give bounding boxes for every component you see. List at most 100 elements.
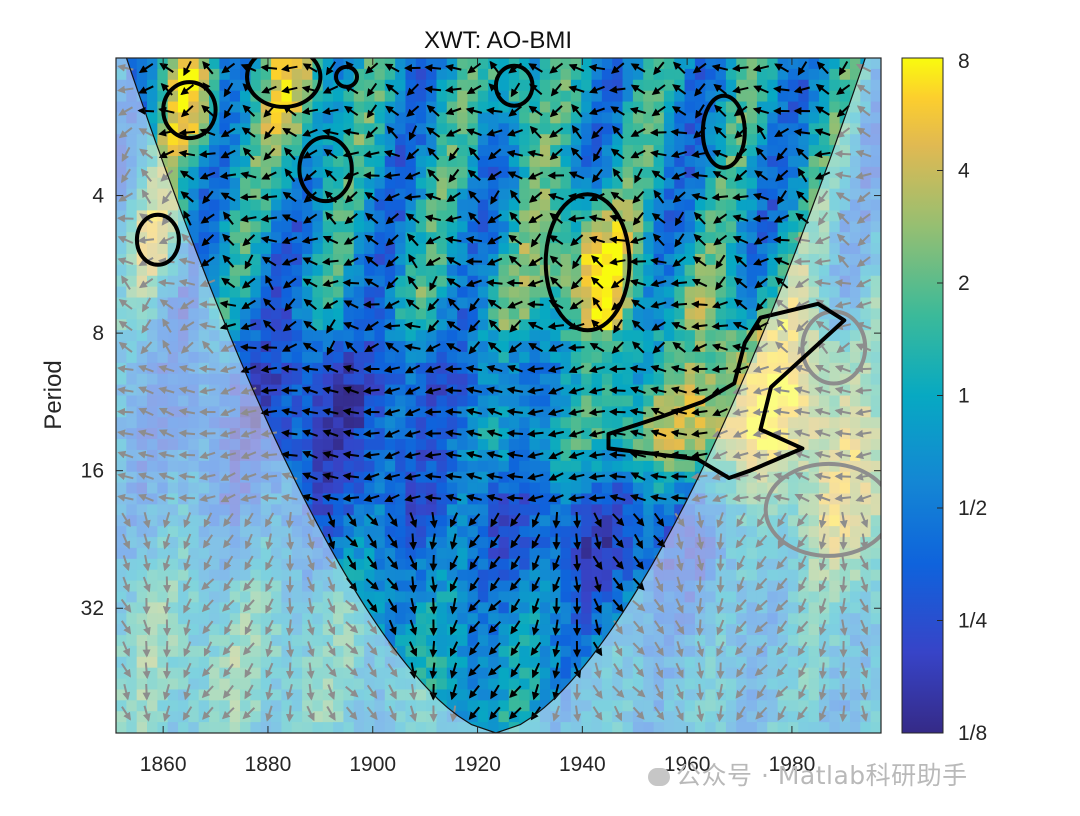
phase-arrow xyxy=(691,494,708,503)
heatmap-cell xyxy=(632,591,644,603)
heatmap-cell xyxy=(715,460,727,473)
heatmap-cell xyxy=(353,439,365,451)
heatmap-cell xyxy=(601,232,613,244)
heatmap-cell xyxy=(684,286,696,299)
heatmap-cell xyxy=(271,537,283,549)
phase-arrow xyxy=(201,685,214,699)
heatmap-cell xyxy=(560,406,572,418)
heatmap-cell xyxy=(384,286,396,299)
heatmap-cell xyxy=(581,286,593,299)
heatmap-cell xyxy=(715,493,727,505)
heatmap-cell xyxy=(808,602,820,614)
heatmap-cell xyxy=(539,613,551,625)
phase-arrow xyxy=(121,275,131,290)
heatmap-cell xyxy=(477,493,489,505)
heatmap-cell xyxy=(849,68,861,81)
heatmap-cell xyxy=(322,308,334,320)
phase-arrow xyxy=(654,576,664,593)
heatmap-cell xyxy=(240,155,251,168)
heatmap-cell xyxy=(116,667,127,680)
heatmap-cell xyxy=(870,362,881,375)
heatmap-cell xyxy=(715,613,727,625)
heatmap-cell xyxy=(405,68,417,81)
heatmap-cell xyxy=(312,635,324,647)
heatmap-cell xyxy=(281,330,293,342)
heatmap-cell xyxy=(312,656,324,669)
heatmap-cell xyxy=(746,166,758,179)
heatmap-cell xyxy=(333,602,345,614)
heatmap-cell xyxy=(570,286,582,299)
heatmap-cell xyxy=(581,177,593,190)
phase-arrow xyxy=(860,576,869,593)
phase-arrow xyxy=(285,662,294,680)
heatmap-cell xyxy=(477,689,489,701)
heatmap-cell xyxy=(312,341,324,353)
heatmap-cell xyxy=(643,417,655,429)
heatmap-cell xyxy=(725,134,737,146)
heatmap-cell xyxy=(643,275,655,288)
heatmap-cell xyxy=(415,232,427,244)
heatmap-cell xyxy=(322,504,334,516)
heatmap-cell xyxy=(374,417,386,429)
heatmap-cell xyxy=(839,722,851,733)
heatmap-cell xyxy=(229,504,241,516)
heatmap-cell xyxy=(167,602,179,614)
heatmap-cell xyxy=(643,319,655,331)
heatmap-cell xyxy=(736,101,748,114)
heatmap-cell xyxy=(581,428,593,440)
heatmap-cell xyxy=(157,439,169,451)
heatmap-cell xyxy=(736,493,748,505)
heatmap-cell xyxy=(591,101,603,114)
heatmap-cell xyxy=(384,460,396,473)
heatmap-cell xyxy=(488,645,500,658)
heatmap-cell xyxy=(498,395,510,407)
heatmap-cell xyxy=(343,341,355,353)
heatmap-cell xyxy=(281,177,293,190)
heatmap-cell xyxy=(364,243,376,255)
heatmap-cell xyxy=(777,166,789,179)
heatmap-cell xyxy=(395,439,407,451)
heatmap-cell xyxy=(860,145,872,157)
heatmap-cell xyxy=(519,591,531,603)
heatmap-cell xyxy=(229,526,241,538)
heatmap-cell xyxy=(488,112,500,124)
heatmap-cell xyxy=(560,243,572,255)
heatmap-cell xyxy=(498,210,510,222)
heatmap-cell xyxy=(302,90,314,103)
heatmap-cell xyxy=(529,155,541,168)
heatmap-cell xyxy=(291,482,303,495)
heatmap-cell xyxy=(808,243,820,255)
heatmap-cell xyxy=(219,68,231,81)
phase-arrow xyxy=(716,683,725,701)
heatmap-cell xyxy=(643,526,655,538)
heatmap-cell xyxy=(570,635,582,647)
heatmap-cell xyxy=(684,526,696,538)
heatmap-cell xyxy=(229,373,241,386)
heatmap-cell xyxy=(839,188,851,201)
phase-arrow xyxy=(179,321,195,331)
heatmap-cell xyxy=(167,112,179,124)
heatmap-cell xyxy=(209,395,220,407)
heatmap-cell xyxy=(860,101,872,114)
heatmap-cell xyxy=(126,330,138,342)
heatmap-cell xyxy=(694,199,706,212)
heatmap-cell xyxy=(622,526,634,538)
heatmap-cell xyxy=(446,166,458,179)
heatmap-cell xyxy=(818,319,830,331)
heatmap-cell xyxy=(498,243,510,255)
heatmap-cell xyxy=(178,58,189,70)
heatmap-cell xyxy=(291,351,303,364)
phase-arrow xyxy=(202,340,214,354)
heatmap-cell xyxy=(674,504,686,516)
heatmap-cell xyxy=(632,569,644,582)
heatmap-cell xyxy=(374,341,386,353)
heatmap-cell xyxy=(436,384,448,397)
heatmap-cell xyxy=(539,90,551,103)
heatmap-cell xyxy=(291,373,303,386)
heatmap-cell xyxy=(581,580,593,593)
heatmap-cell xyxy=(601,373,613,386)
heatmap-cell xyxy=(405,504,417,516)
heatmap-cell xyxy=(147,155,158,168)
heatmap-cell xyxy=(178,373,189,386)
heatmap-cell xyxy=(498,689,510,701)
